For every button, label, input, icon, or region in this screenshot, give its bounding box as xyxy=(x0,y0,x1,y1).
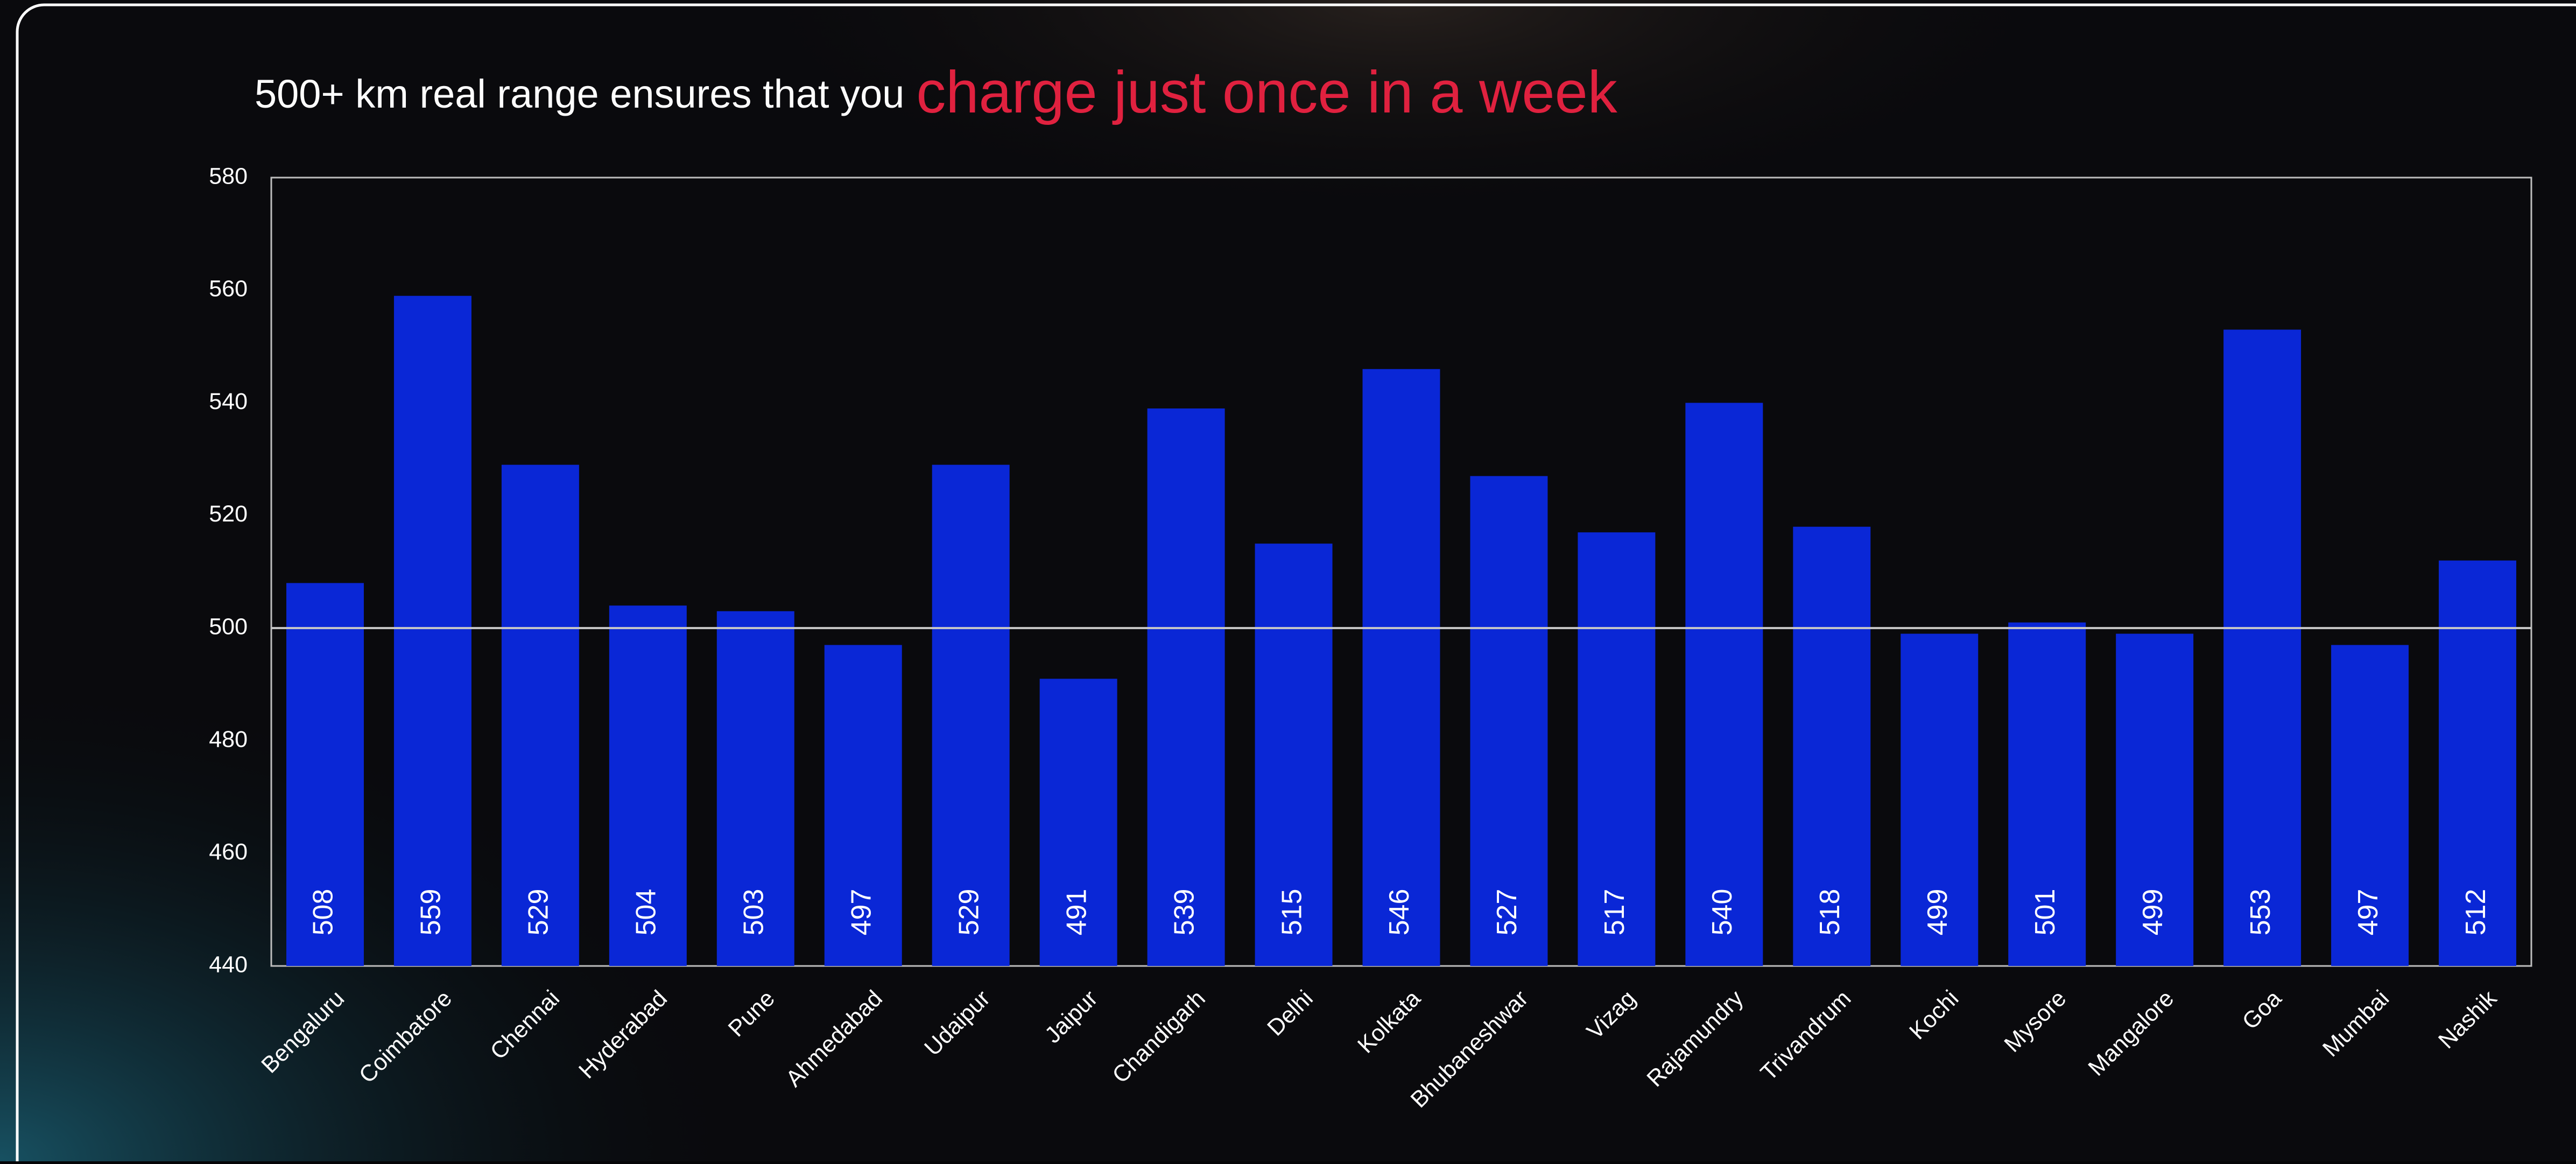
bar xyxy=(2008,622,2086,966)
data-label: 553 xyxy=(2245,889,2276,936)
data-label: 499 xyxy=(2137,889,2169,936)
data-label: 546 xyxy=(1384,889,1415,936)
data-label: 518 xyxy=(1814,889,1846,936)
data-label: 529 xyxy=(953,889,984,936)
y-tick-label: 540 xyxy=(209,389,248,414)
y-tick-label: 580 xyxy=(209,163,248,189)
data-label: 497 xyxy=(846,889,877,936)
y-tick-label: 520 xyxy=(209,501,248,527)
bar xyxy=(2331,645,2409,966)
bar xyxy=(824,645,902,966)
y-tick-label: 460 xyxy=(209,839,248,865)
y-tick-label: 440 xyxy=(209,951,248,977)
data-label: 503 xyxy=(738,889,770,936)
data-label: 540 xyxy=(1707,889,1738,936)
bar xyxy=(2223,329,2301,967)
data-label: 517 xyxy=(1599,889,1630,936)
data-label: 504 xyxy=(631,889,662,936)
data-label: 501 xyxy=(2030,889,2061,936)
bar xyxy=(1470,476,1548,966)
data-label: 527 xyxy=(1491,889,1523,936)
data-label: 491 xyxy=(1061,889,1092,936)
slide-border xyxy=(16,3,2576,1164)
bar xyxy=(1793,526,1871,966)
chart-title: 500+ km real range ensures that you charg… xyxy=(255,59,1618,125)
y-tick-label: 480 xyxy=(209,726,248,752)
bar xyxy=(2116,633,2194,966)
data-label: 508 xyxy=(308,889,339,936)
data-label: 515 xyxy=(1276,889,1307,936)
bar xyxy=(1039,679,1117,966)
bar xyxy=(716,611,794,966)
data-label: 499 xyxy=(1922,889,1953,936)
bar xyxy=(932,464,1010,966)
y-tick-label: 500 xyxy=(209,614,248,640)
title-text: 500+ km real range ensures that you xyxy=(255,72,904,116)
data-label: 497 xyxy=(2353,889,2384,936)
bar xyxy=(1685,403,1763,966)
y-tick-label: 560 xyxy=(209,276,248,302)
bar xyxy=(1255,544,1333,966)
bar xyxy=(501,464,579,966)
title-highlight: charge just once in a week xyxy=(916,59,1617,125)
bar xyxy=(1578,532,1656,966)
bar xyxy=(609,605,687,966)
bar xyxy=(1147,408,1225,967)
bar xyxy=(393,295,471,966)
bar xyxy=(1901,633,1979,966)
data-label: 539 xyxy=(1169,889,1200,936)
data-label: 529 xyxy=(523,889,554,936)
data-label: 559 xyxy=(416,889,447,936)
bar xyxy=(286,583,364,966)
bar xyxy=(1362,369,1440,967)
data-label: 512 xyxy=(2460,889,2491,936)
